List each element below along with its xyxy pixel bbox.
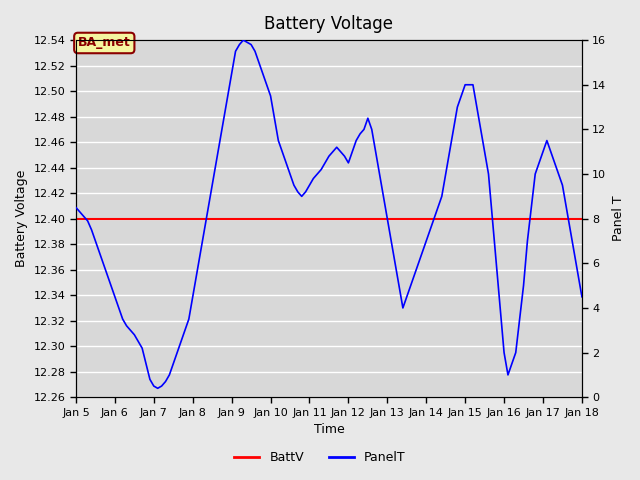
- Text: BA_met: BA_met: [78, 36, 131, 49]
- Y-axis label: Panel T: Panel T: [612, 196, 625, 241]
- Legend: BattV, PanelT: BattV, PanelT: [229, 446, 411, 469]
- Y-axis label: Battery Voltage: Battery Voltage: [15, 170, 28, 267]
- Title: Battery Voltage: Battery Voltage: [264, 15, 394, 33]
- X-axis label: Time: Time: [314, 423, 344, 436]
